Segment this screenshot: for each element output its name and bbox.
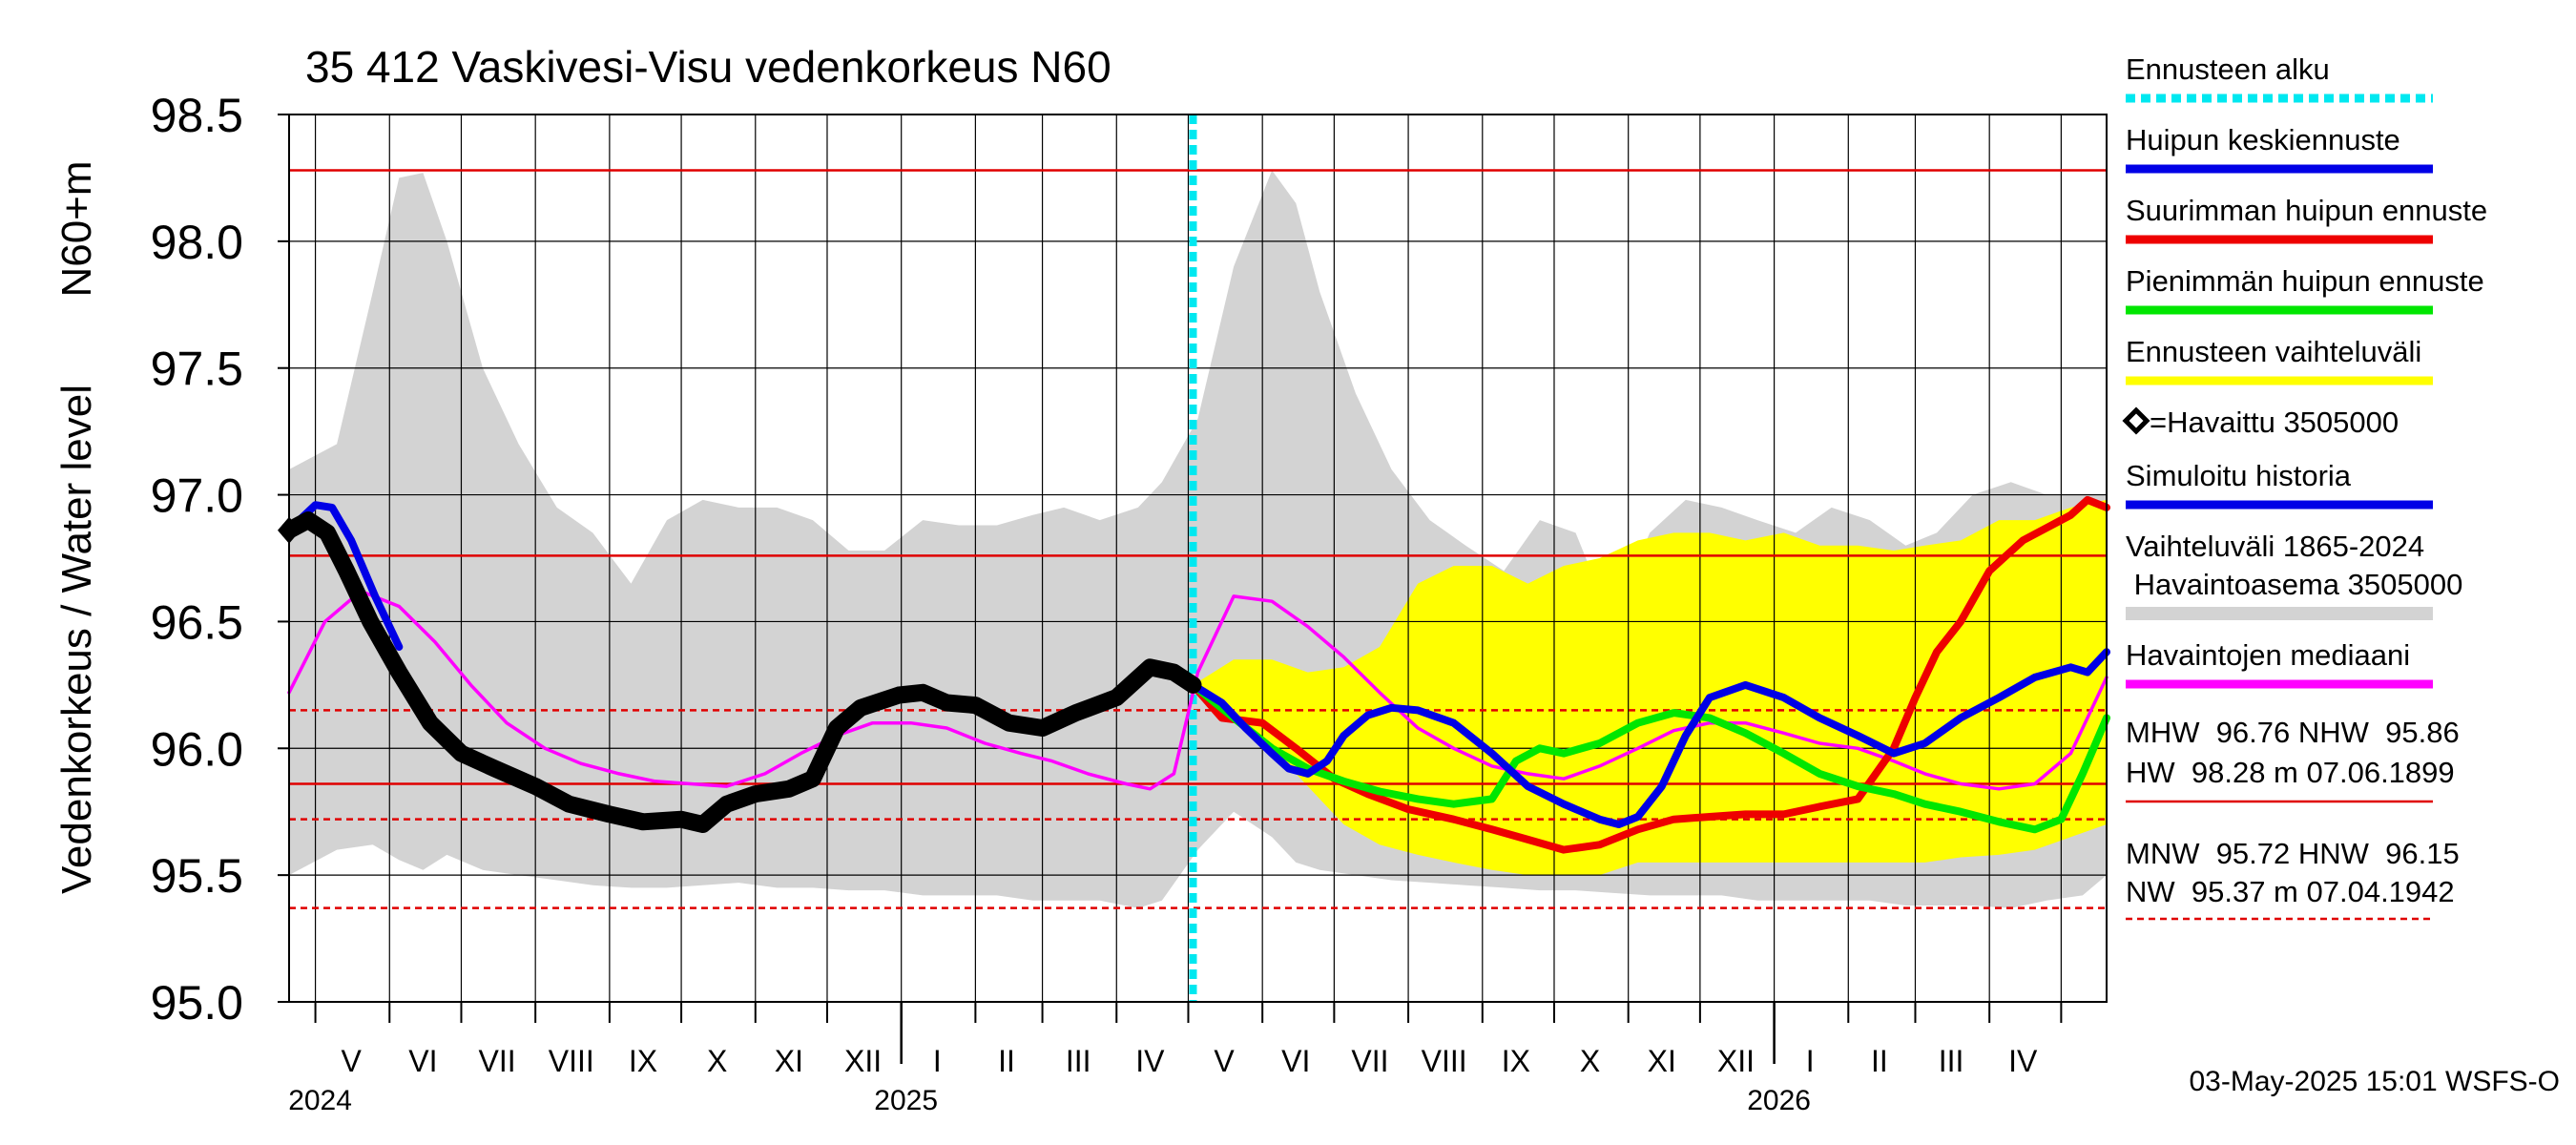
y-tick-label: 96.5 [151,595,243,649]
legend-label: Suurimman huipun ennuste [2126,194,2487,227]
legend-label: Ennusteen vaihteluväli [2126,335,2421,368]
month-label: IV [2008,1044,2038,1078]
series-line-suurimman-huipun-ennuste [1189,495,2110,854]
month-label: V [341,1044,362,1078]
legend-label: Huipun keskiennuste [2126,123,2400,156]
stats-text: MHW 96.76 NHW 95.86 [2126,716,2460,749]
year-label: 2025 [874,1085,938,1116]
y-tick-label: 95.0 [151,976,243,1030]
legend-label: Havaintojen mediaani [2126,638,2410,672]
chart-title: 35 412 Vaskivesi-Visu vedenkorkeus N60 [305,42,1111,92]
month-label: X [1580,1044,1600,1078]
series-lines [278,495,2110,854]
stats-text: MNW 95.72 HNW 96.15 [2126,837,2460,870]
month-label: VII [479,1044,516,1078]
legend: Ennusteen alku Huipun keskiennuste Suurimm… [2122,52,2487,689]
series-line-havaintojen-mediaani [287,589,2109,791]
y-axis-unit-label: N60+m [53,160,100,297]
forecast-range-band [1193,499,2107,876]
month-label: XI [1648,1044,1676,1078]
series-line-simuloitu-historia [290,501,404,651]
month-label: VI [408,1044,437,1078]
month-label: III [1939,1044,1964,1078]
month-label: I [1806,1044,1815,1078]
month-label: XI [775,1044,803,1078]
month-label: XII [844,1044,882,1078]
series-line-pienimm-n-huipun-ennuste [1189,680,2110,834]
legend-diamond-icon [2122,406,2150,435]
month-label: IX [1502,1044,1530,1078]
month-label: X [707,1044,727,1078]
y-tick-label: 97.5 [151,343,243,396]
month-label: I [933,1044,942,1078]
y-axis: 95.0 95.5 96.0 96.5 97.0 97.5 98.0 98.5 [151,89,289,1030]
month-label: III [1066,1044,1091,1078]
legend-label: Pienimmän huipun ennuste [2126,264,2484,298]
legend-label: Ennusteen alku [2126,52,2330,86]
month-label: II [1871,1044,1888,1078]
statistics-block: MHW 96.76 NHW 95.86 HW 98.28 m 07.06.1899… [2126,716,2460,921]
reference-lines [289,169,2107,909]
legend-label: Simuloitu historia [2126,459,2352,492]
stats-text: HW 98.28 m 07.06.1899 [2126,756,2455,789]
month-label: IV [1135,1044,1165,1078]
x-axis: V VI VII VIII IX X XI XII I II III IV V VI VII VIII IX X X… [288,1002,2063,1116]
stats-text: NW 95.37 m 07.04.1942 [2126,875,2455,908]
y-tick-label: 97.0 [151,469,243,523]
plot-border [288,114,2108,1003]
y-tick-label: 98.5 [151,89,243,142]
month-label: II [998,1044,1015,1078]
y-tick-label: 95.5 [151,849,243,903]
legend-label: =Havaittu 3505000 [2150,406,2399,439]
legend-label: Vaihteluväli 1865-2024 [2126,530,2424,563]
y-axis-label: Vedenkorkeus / Water level [53,385,100,894]
y-tick-label: 96.0 [151,722,243,776]
year-label: 2024 [288,1085,352,1116]
month-label: V [1214,1044,1235,1078]
footer-timestamp: 03-May-2025 15:01 WSFS-O [2190,1066,2561,1097]
series-line-huipun-keskiennuste [1189,648,2110,828]
month-label: VI [1281,1044,1310,1078]
month-label: VIII [1422,1044,1467,1078]
forecast-range-area [1193,499,2107,876]
month-label: XII [1717,1044,1755,1078]
plot-frame [288,114,2108,1003]
month-label: IX [629,1044,657,1078]
y-tick-label: 98.0 [151,216,243,269]
month-label: VII [1351,1044,1388,1078]
series-line-havaittu-3505000 [280,511,1202,833]
month-label: VIII [549,1044,594,1078]
legend-label: Havaintoasema 3505000 [2126,568,2462,601]
year-label: 2026 [1747,1085,1811,1116]
